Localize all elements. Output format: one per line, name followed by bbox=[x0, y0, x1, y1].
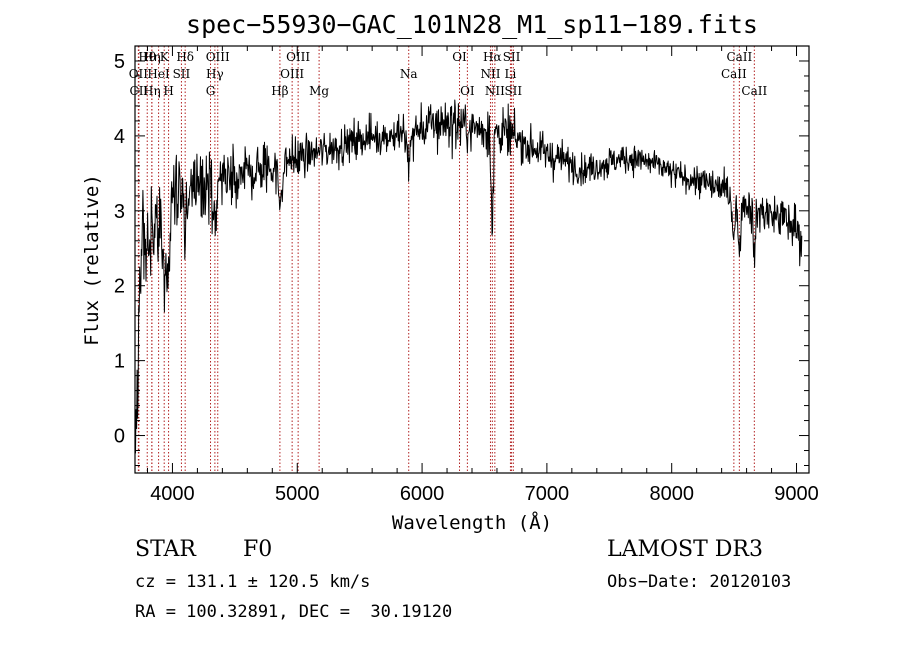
y-tick-labels: 0 1 2 3 4 5 bbox=[114, 51, 125, 448]
spectrum-line bbox=[134, 99, 803, 454]
x-tick-label-5: 9000 bbox=[774, 483, 819, 505]
line-label-8: SII bbox=[173, 67, 191, 81]
redshift-text: cz = 131.1 ± 120.5 km/s bbox=[135, 572, 371, 592]
x-tick-label-4: 8000 bbox=[649, 483, 694, 505]
object-class: STAR bbox=[135, 537, 196, 562]
x-tick-label-0: 4000 bbox=[150, 483, 195, 505]
line-label-9: Hδ bbox=[176, 50, 194, 64]
line-label-10: OIII bbox=[206, 50, 230, 64]
line-label-11: Hγ bbox=[206, 67, 224, 81]
y-axis-label: Flux (relative) bbox=[81, 174, 103, 346]
y-tick-label-0: 0 bbox=[114, 426, 125, 448]
line-label-26: CaII bbox=[726, 50, 752, 64]
y-tick-label-1: 1 bbox=[114, 351, 125, 373]
line-label-21: NII bbox=[480, 67, 500, 81]
line-label-17: Na bbox=[400, 67, 418, 81]
y-tick-label-4: 4 bbox=[114, 126, 125, 148]
line-label-1: OII bbox=[129, 67, 149, 81]
line-label-16: Mg bbox=[309, 84, 329, 98]
line-label-25: SII bbox=[504, 84, 522, 98]
line-label-7: H bbox=[163, 84, 173, 98]
line-label-5: Hη bbox=[143, 84, 161, 98]
line-label-12: G bbox=[206, 84, 216, 98]
x-axis-label: Wavelength (Å) bbox=[392, 511, 552, 534]
line-label-18: OI bbox=[452, 50, 467, 64]
chart-title: spec−55930−GAC_101N28_M1_sp11−189.fits bbox=[186, 10, 758, 39]
line-label-27: CaII bbox=[721, 67, 747, 81]
y-tick-label-5: 5 bbox=[114, 51, 125, 73]
obs-date-text: Obs−Date: 20120103 bbox=[607, 572, 792, 592]
spectral-line-markers bbox=[137, 46, 755, 473]
survey-name: LAMOST DR3 bbox=[607, 537, 763, 562]
plot-frame bbox=[134, 45, 810, 474]
x-tick-label-2: 6000 bbox=[400, 483, 445, 505]
line-label-23: SII bbox=[503, 50, 521, 64]
x-tick-labels: 4000 5000 6000 7000 8000 9000 bbox=[150, 483, 819, 505]
axis-ticks bbox=[135, 46, 809, 473]
line-label-14: OIII bbox=[286, 50, 310, 64]
x-tick-label-1: 5000 bbox=[275, 483, 320, 505]
line-label-6: K bbox=[160, 50, 170, 64]
line-label-4: HeI bbox=[147, 67, 170, 81]
line-label-28: CaII bbox=[741, 84, 767, 98]
line-label-20: Hα bbox=[483, 50, 502, 64]
x-tick-label-3: 7000 bbox=[525, 483, 570, 505]
y-tick-label-2: 2 bbox=[114, 276, 125, 298]
line-label-19: OI bbox=[460, 84, 475, 98]
line-label-24: Li bbox=[505, 67, 517, 81]
line-label-13: Hβ bbox=[271, 84, 288, 98]
line-label-3: Hη bbox=[143, 50, 161, 64]
coordinates-text: RA = 100.32891, DEC = 30.19120 bbox=[135, 602, 453, 622]
line-label-22: NII bbox=[485, 84, 505, 98]
line-label-15: OIII bbox=[280, 67, 304, 81]
object-subclass: F0 bbox=[243, 537, 273, 562]
y-tick-label-3: 3 bbox=[114, 201, 125, 223]
